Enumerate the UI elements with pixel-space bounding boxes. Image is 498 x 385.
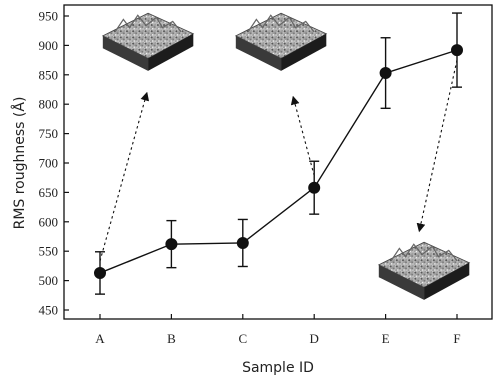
y-axis-title: RMS roughness (Å)	[11, 97, 28, 230]
x-tick-label: B	[167, 331, 176, 346]
afm-surface-image-a	[102, 12, 194, 72]
y-tick-label: 850	[39, 67, 59, 82]
y-tick-label: 450	[39, 303, 59, 318]
y-tick-label: 500	[39, 273, 59, 288]
x-axis-title: Sample ID	[242, 360, 314, 376]
y-tick-label: 800	[39, 97, 59, 112]
inset-arrow-a	[99, 91, 150, 262]
x-tick-label: E	[382, 331, 390, 346]
y-tick-label: 600	[39, 214, 59, 229]
x-tick-label: F	[453, 331, 460, 346]
afm-insets	[102, 12, 470, 301]
data-point-f	[451, 44, 463, 57]
y-tick-label: 750	[39, 126, 59, 141]
data-point-e	[379, 67, 392, 80]
x-axis: A B C D E F	[95, 314, 461, 346]
y-axis: 450 500 550 600 650 700 750 800 850 900 950	[39, 9, 69, 318]
y-tick-label: 550	[39, 244, 59, 259]
data-point-a	[94, 266, 106, 279]
data-point-c	[236, 236, 249, 249]
data-point-d	[308, 181, 321, 194]
series-roughness	[94, 12, 463, 295]
y-tick-label: 950	[39, 9, 59, 24]
x-tick-label: D	[310, 331, 319, 346]
data-point-b	[165, 238, 178, 251]
plot-frame	[63, 4, 493, 320]
inset-arrows	[99, 59, 458, 262]
y-tick-label: 650	[39, 185, 59, 200]
inset-arrow-d	[290, 95, 315, 176]
series-line	[99, 49, 458, 274]
x-tick-label: C	[238, 331, 247, 346]
y-tick-label: 900	[39, 38, 59, 53]
afm-surface-image-d	[235, 12, 327, 72]
afm-surface-image-f	[378, 241, 470, 301]
x-tick-label: A	[95, 331, 105, 346]
y-tick-label: 700	[39, 156, 59, 171]
inset-arrow-f	[416, 59, 458, 233]
